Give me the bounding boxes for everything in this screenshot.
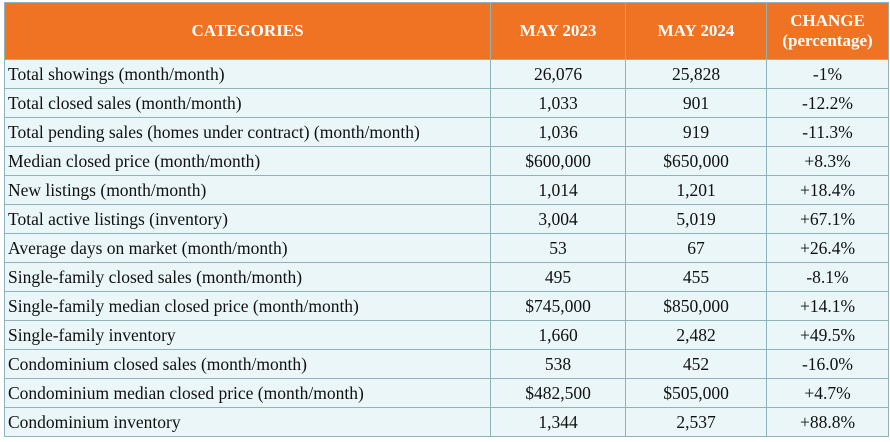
value-cell: +26.4% <box>766 233 889 263</box>
value-cell: 26,076 <box>490 59 626 89</box>
value-cell: 1,201 <box>625 175 767 205</box>
category-cell: Median closed price (month/month) <box>4 146 491 176</box>
table-header: CATEGORIES MAY 2023 MAY 2024 CHANGE (per… <box>4 2 889 60</box>
header-row: CATEGORIES MAY 2023 MAY 2024 CHANGE (per… <box>4 2 889 60</box>
value-cell: +67.1% <box>766 204 889 234</box>
table-row: Single-family median closed price (month… <box>4 291 889 321</box>
value-cell: $482,500 <box>490 378 626 408</box>
value-cell: 5,019 <box>625 204 767 234</box>
header-line: (percentage) <box>782 31 873 50</box>
category-cell: Total showings (month/month) <box>4 59 491 89</box>
value-cell: 2,482 <box>625 320 767 350</box>
category-cell: Total active listings (inventory) <box>4 204 491 234</box>
table-row: Condominium inventory 1,344 2,537 +88.8% <box>4 407 889 437</box>
value-cell: $850,000 <box>625 291 767 321</box>
value-cell: 53 <box>490 233 626 263</box>
value-cell: 1,014 <box>490 175 626 205</box>
value-cell: $650,000 <box>625 146 767 176</box>
value-cell: +14.1% <box>766 291 889 321</box>
table-row: Single-family inventory 1,660 2,482 +49.5% <box>4 320 889 350</box>
value-cell: -8.1% <box>766 262 889 292</box>
category-cell: Average days on market (month/month) <box>4 233 491 263</box>
value-cell: 901 <box>625 88 767 118</box>
value-cell: +8.3% <box>766 146 889 176</box>
header-line: CHANGE <box>790 11 865 30</box>
header-cell: CHANGE (percentage) <box>766 2 889 60</box>
table-row: Total showings (month/month) 26,076 25,828… <box>4 59 889 89</box>
table-row: Median closed price (month/month) $600,00… <box>4 146 889 176</box>
value-cell: 1,660 <box>490 320 626 350</box>
table-row: Single-family closed sales (month/month)… <box>4 262 889 292</box>
value-cell: $745,000 <box>490 291 626 321</box>
value-cell: 455 <box>625 262 767 292</box>
table-row: Condominium median closed price (month/m… <box>4 378 889 408</box>
category-cell: Total closed sales (month/month) <box>4 88 491 118</box>
value-cell: -16.0% <box>766 349 889 379</box>
value-cell: +18.4% <box>766 175 889 205</box>
value-cell: 1,036 <box>490 117 626 147</box>
data-table: CATEGORIES MAY 2023 MAY 2024 CHANGE (per… <box>4 2 889 437</box>
value-cell: 1,344 <box>490 407 626 437</box>
value-cell: -1% <box>766 59 889 89</box>
table-row: Average days on market (month/month) 53 67… <box>4 233 889 263</box>
value-cell: $505,000 <box>625 378 767 408</box>
table-body: Total showings (month/month) 26,076 25,828… <box>4 59 889 437</box>
table-row: Condominium closed sales (month/month) 53… <box>4 349 889 379</box>
header-cell: MAY 2024 <box>625 2 767 60</box>
value-cell: 538 <box>490 349 626 379</box>
value-cell: 67 <box>625 233 767 263</box>
category-cell: Condominium closed sales (month/month) <box>4 349 491 379</box>
category-cell: New listings (month/month) <box>4 175 491 205</box>
value-cell: 919 <box>625 117 767 147</box>
value-cell: 25,828 <box>625 59 767 89</box>
value-cell: 452 <box>625 349 767 379</box>
header-cell: MAY 2023 <box>490 2 626 60</box>
value-cell: +49.5% <box>766 320 889 350</box>
value-cell: 1,033 <box>490 88 626 118</box>
value-cell: 2,537 <box>625 407 767 437</box>
table-row: New listings (month/month) 1,014 1,201 +18.… <box>4 175 889 205</box>
category-cell: Single-family closed sales (month/month) <box>4 262 491 292</box>
value-cell: +4.7% <box>766 378 889 408</box>
category-cell: Condominium inventory <box>4 407 491 437</box>
value-cell: 495 <box>490 262 626 292</box>
category-cell: Single-family inventory <box>4 320 491 350</box>
category-cell: Condominium median closed price (month/m… <box>4 378 491 408</box>
category-cell: Total pending sales (homes under contrac… <box>4 117 491 147</box>
value-cell: $600,000 <box>490 146 626 176</box>
table-row: Total active listings (inventory) 3,004 5,… <box>4 204 889 234</box>
table-row: Total closed sales (month/month) 1,033 901… <box>4 88 889 118</box>
value-cell: +88.8% <box>766 407 889 437</box>
value-cell: 3,004 <box>490 204 626 234</box>
header-cell: CATEGORIES <box>4 2 491 60</box>
category-cell: Single-family median closed price (month… <box>4 291 491 321</box>
table-row: Total pending sales (homes under contrac… <box>4 117 889 147</box>
value-cell: -12.2% <box>766 88 889 118</box>
value-cell: -11.3% <box>766 117 889 147</box>
